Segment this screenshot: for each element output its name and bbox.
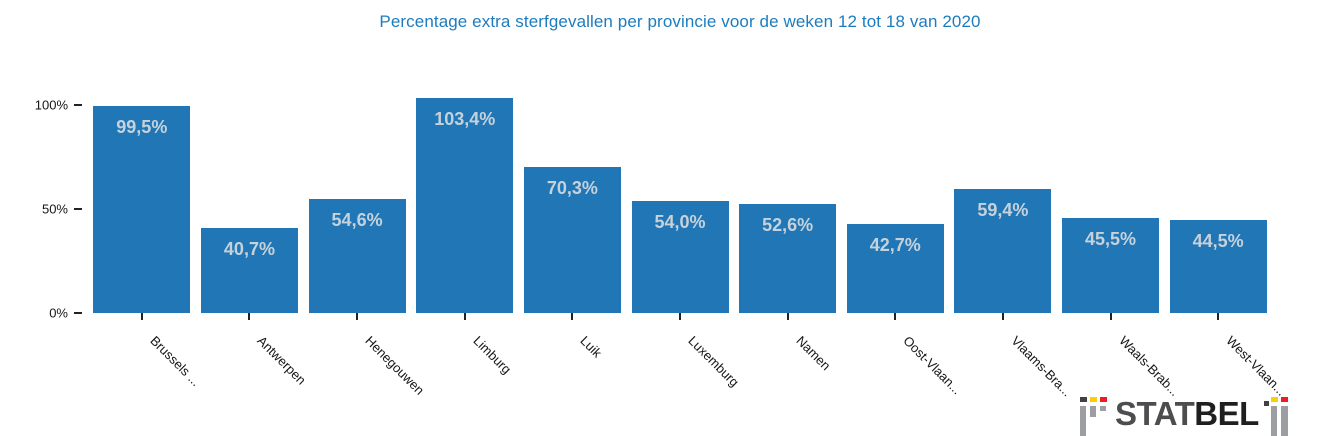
logo-left-icon-black-cap	[1080, 397, 1087, 402]
bar-waals-brab[interactable]: 45,5%	[1062, 218, 1160, 313]
x-axis-tick	[140, 313, 143, 320]
bar-value-label: 52,6%	[762, 214, 814, 235]
x-axis-tick	[786, 313, 789, 320]
logo-right-icon-red-cap	[1281, 397, 1288, 402]
x-axis-category-label: West-Vlaan...	[1223, 333, 1290, 399]
statbel-logo-wordmark: STATBEL	[1115, 397, 1259, 430]
bar-west-vlaan[interactable]: 44,5%	[1169, 220, 1267, 313]
y-axis-tick-mark	[74, 312, 82, 314]
bar-luik[interactable]: 70,3%	[523, 166, 621, 313]
y-axis-tick-label: 50%	[41, 201, 68, 217]
y-axis-tick-label: 0%	[49, 305, 68, 321]
bar-antwerpen[interactable]: 40,7%	[200, 228, 298, 313]
x-axis-category-label: Waals-Brab...	[1115, 333, 1182, 399]
bar-namen[interactable]: 52,6%	[739, 203, 837, 313]
bar-brussels[interactable]: 99,5%	[93, 106, 191, 313]
x-axis-category-label: Oost-Vlaan...	[900, 333, 965, 398]
x-axis-category-label: Antwerpen	[254, 333, 310, 388]
y-axis-tick-label: 100%	[34, 97, 68, 113]
bar-chart-plot-area: 99,5% Brussels ... 40,7% Antwerpen 54,6% Hene…	[34, 97, 1290, 400]
x-axis-category-label: Brussels ...	[147, 333, 204, 390]
statbel-logo-text-stat: STAT	[1115, 395, 1195, 432]
bar-vlaams-bra[interactable]: 59,4%	[954, 189, 1052, 313]
bar-limburg[interactable]: 103,4%	[416, 97, 514, 313]
bar-value-label: 99,5%	[116, 117, 168, 138]
logo-right-icon-yellow-cap	[1271, 397, 1278, 402]
statbel-logo[interactable]: STATBEL	[1078, 396, 1293, 436]
logo-right-icon-tall-bar	[1281, 406, 1288, 436]
logo-right-icon-medium-bar	[1271, 406, 1277, 436]
x-axis-category-label: Luxemburg	[685, 333, 742, 390]
x-axis-tick	[679, 313, 681, 320]
bar-value-label: 54,0%	[654, 211, 706, 232]
logo-left-icon-yellow-cap	[1090, 397, 1097, 402]
bar-value-label: 54,6%	[331, 210, 383, 231]
x-axis-tick	[894, 313, 897, 320]
x-axis-tick	[1217, 313, 1220, 320]
x-axis-tick	[463, 313, 466, 320]
bar-value-label: 40,7%	[223, 239, 275, 260]
chart-page: Percentage extra sterfgevallen per provi…	[34, 12, 1290, 436]
bar-value-label: 45,5%	[1085, 229, 1137, 250]
y-axis-tick-mark	[74, 104, 82, 106]
x-axis-category-label: Vlaams-Bra...	[1008, 333, 1075, 400]
bar-value-label: 44,5%	[1192, 231, 1244, 252]
x-axis-tick	[571, 313, 574, 320]
bar-value-label: 103,4%	[434, 108, 496, 129]
x-axis-category-label: Henegouwen	[362, 333, 428, 398]
bar-henegouwen[interactable]: 54,6%	[308, 199, 406, 313]
y-axis-tick-mark	[74, 208, 82, 210]
x-axis-category-label: Limburg	[470, 333, 514, 377]
bar-oost-vlaan[interactable]: 42,7%	[846, 224, 944, 313]
x-axis-tick	[248, 313, 251, 320]
bar-value-label: 59,4%	[977, 200, 1029, 221]
x-axis-tick	[1001, 313, 1004, 320]
logo-left-icon-tall-bar	[1080, 406, 1086, 436]
logo-left-icon-short-bar	[1100, 406, 1106, 411]
bar-value-label: 70,3%	[546, 177, 598, 198]
x-axis-category-label: Luik	[577, 333, 606, 361]
x-axis-tick	[1109, 313, 1112, 320]
statbel-logo-text-bel: BEL	[1194, 395, 1259, 432]
bar-luxemburg[interactable]: 54,0%	[631, 200, 729, 313]
x-axis-category-label: Namen	[793, 333, 834, 374]
bar-value-label: 42,7%	[869, 235, 921, 256]
logo-left-icon-medium-bar	[1090, 406, 1096, 417]
x-axis-tick	[356, 313, 359, 320]
logo-left-icon-red-cap	[1100, 397, 1107, 402]
chart-title: Percentage extra sterfgevallen per provi…	[379, 12, 981, 31]
logo-right-icon-black-dot	[1264, 401, 1269, 406]
